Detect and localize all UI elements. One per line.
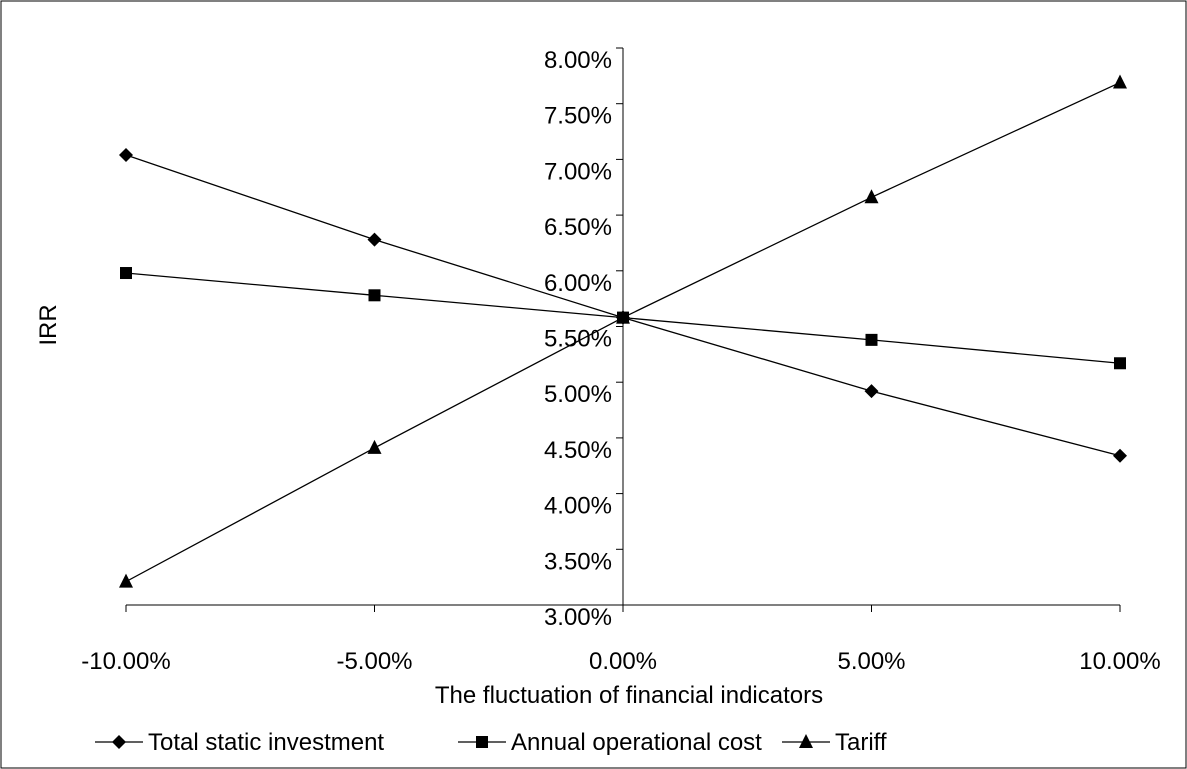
- legend: Total static investment Annual operationa…: [95, 729, 887, 756]
- x-tick-label: 5.00%: [837, 648, 905, 675]
- y-tick-label: 5.50%: [544, 326, 612, 353]
- data-point: [616, 309, 630, 324]
- series-layer: [119, 74, 1127, 588]
- series-group: [119, 74, 1127, 588]
- y-tick-label: 4.00%: [544, 493, 612, 520]
- y-tick-label: 6.00%: [544, 270, 612, 297]
- data-point: [1113, 74, 1127, 89]
- x-tick-label: -5.00%: [336, 648, 412, 675]
- y-tick-label: 3.00%: [544, 604, 612, 631]
- y-tick-label: 7.00%: [544, 158, 612, 185]
- y-axis-title: IRR: [35, 304, 62, 345]
- data-point: [1113, 448, 1127, 463]
- data-point: [864, 384, 879, 399]
- data-point: [367, 439, 382, 454]
- data-point: [367, 232, 382, 247]
- x-ticks: -10.00% -5.00% 0.00% 5.00% 10.00%: [81, 605, 1161, 675]
- y-tick-label: 4.50%: [544, 437, 612, 464]
- data-point: [119, 147, 133, 162]
- legend-marker: [799, 734, 813, 748]
- y-tick-label: 6.50%: [544, 214, 612, 241]
- y-tick-label: 5.00%: [544, 381, 612, 408]
- data-point: [120, 267, 132, 280]
- x-tick-label: 0.00%: [589, 648, 657, 675]
- x-tick-label: -10.00%: [81, 648, 170, 675]
- data-point: [368, 289, 381, 302]
- legend-marker: [112, 735, 126, 749]
- y-ticks: 3.00% 3.50% 4.00% 4.50% 5.00% 5.50% 6.00% 6.50%…: [544, 47, 623, 631]
- data-point: [1114, 357, 1126, 370]
- data-point: [119, 573, 133, 588]
- legend-label: Total static investment: [148, 729, 384, 756]
- data-point: [864, 189, 879, 204]
- legend-label: Annual operational cost: [511, 729, 762, 756]
- y-tick-label: 8.00%: [544, 47, 612, 74]
- x-axis-title: The fluctuation of financial indicators: [435, 682, 823, 709]
- data-point: [865, 333, 878, 346]
- x-tick-label: 10.00%: [1079, 648, 1160, 675]
- legend-label: Tariff: [835, 729, 887, 756]
- y-tick-label: 3.50%: [544, 548, 612, 575]
- y-tick-label: 7.50%: [544, 103, 612, 130]
- legend-marker: [476, 736, 488, 748]
